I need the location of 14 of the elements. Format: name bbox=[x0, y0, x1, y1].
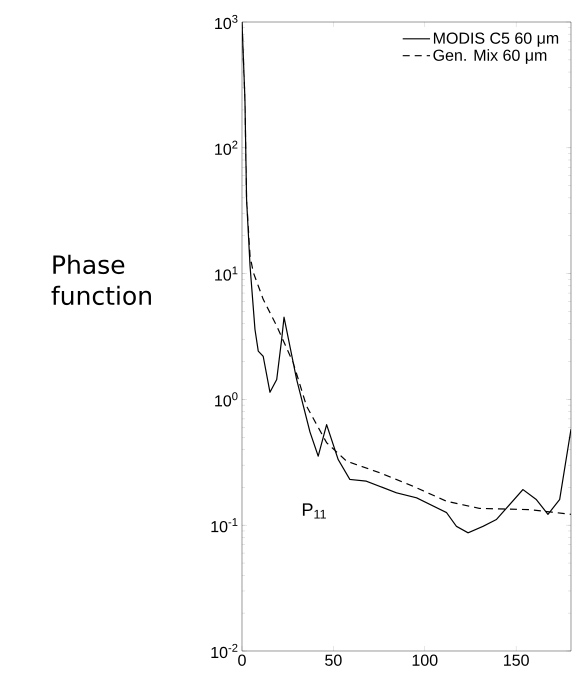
y-tick-label: 10$^{3}$ bbox=[215, 14, 238, 30]
x-tick-label: 150 bbox=[504, 654, 529, 666]
y-tick-label: 10$^{1}$ bbox=[215, 266, 238, 281]
x-tick-label: 0 bbox=[238, 654, 246, 666]
y-tick-label: 10$^{0}$ bbox=[215, 392, 238, 407]
legend-label: MODIS C5 60 μm bbox=[434, 32, 558, 47]
y-tick-label: 10$^{-1}$ bbox=[211, 518, 238, 532]
legend-label: Gen. Mix 60 μm bbox=[433, 49, 546, 64]
y-axis-title: Phase function bbox=[52, 254, 151, 306]
y-tick-label: 10$^{2}$ bbox=[215, 140, 238, 155]
y-tick-label: 10$^{-2}$ bbox=[211, 644, 238, 658]
annotation: P$_{11}$ bbox=[302, 503, 326, 519]
x-tick-label: 100 bbox=[412, 654, 438, 666]
x-tick-label: 50 bbox=[325, 654, 342, 666]
